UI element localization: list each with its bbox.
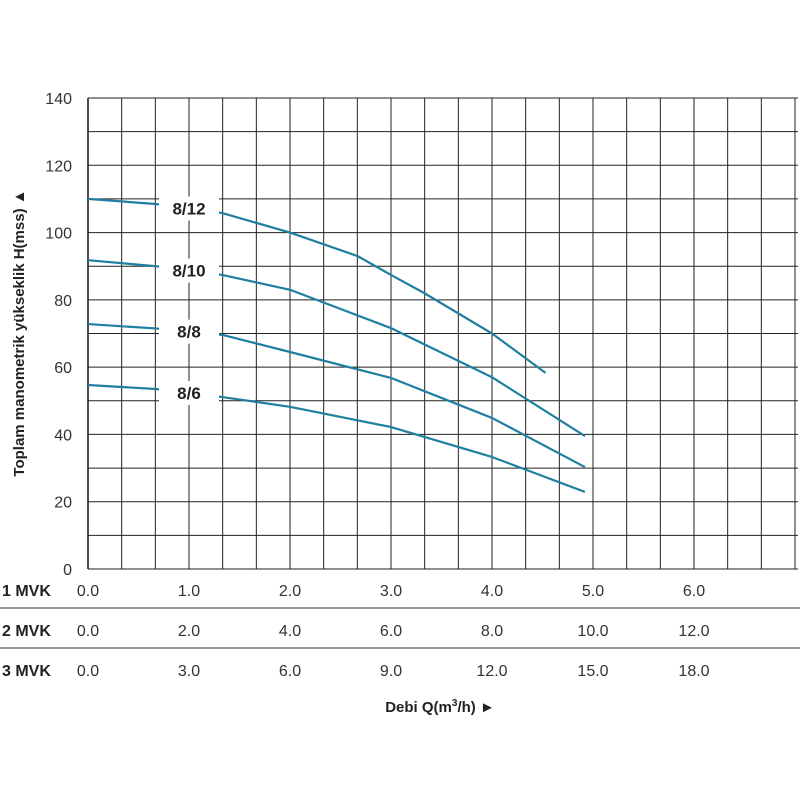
y-tick-label: 120 [45, 158, 72, 175]
series-label: 8/12 [172, 200, 205, 219]
x-axis-name: 2 MVK [2, 623, 51, 640]
x-tick-label: 3.0 [380, 583, 402, 600]
series-label: 8/10 [172, 262, 205, 281]
x-tick-label: 0.0 [77, 623, 99, 640]
x-axis-name: 3 MVK [2, 663, 51, 680]
y-tick-label: 60 [54, 360, 72, 377]
series-line [87, 197, 547, 374]
x-tick-label: 12.0 [678, 623, 709, 640]
x-tick-label: 8.0 [481, 623, 503, 640]
series-label-bg [159, 319, 219, 344]
series-label: 8/6 [177, 384, 201, 403]
y-tick-label: 80 [54, 293, 72, 310]
x-tick-label: 10.0 [577, 623, 608, 640]
y-tick-label: 0 [63, 562, 72, 579]
series-line [87, 259, 586, 438]
x-tick-label: 9.0 [380, 663, 402, 680]
x-tick-label: 6.0 [380, 623, 402, 640]
y-tick-label: 140 [45, 91, 72, 108]
x-tick-label: 3.0 [178, 663, 200, 680]
x-tick-label: 0.0 [77, 583, 99, 600]
y-axis-label: Toplam manometrik yükseklik H(mss) ▲ [11, 189, 28, 476]
x-tick-label: 2.0 [279, 583, 301, 600]
x-axes: 1 MVK 0.0 1.0 2.0 3.0 4.0 5.0 6.0 2 MVK 0.0 2.0 4.0… [0, 583, 800, 680]
x-tick-label: 6.0 [279, 663, 301, 680]
x-tick-label: 18.0 [678, 663, 709, 680]
series-group: 8/12 8/10 8/8 8/6 [87, 196, 586, 493]
y-tick-label: 100 [45, 226, 72, 243]
x-tick-label: 12.0 [476, 663, 507, 680]
y-tick-label: 20 [54, 495, 72, 512]
series-label-bg [159, 258, 219, 283]
series-line [87, 322, 586, 469]
x-tick-label: 15.0 [577, 663, 608, 680]
x-tick-label: 6.0 [683, 583, 705, 600]
x-tick-label: 4.0 [279, 623, 301, 640]
x-tick-label: 5.0 [582, 583, 604, 600]
series-label-bg [159, 196, 219, 221]
y-tick-labels: 0 20 40 60 80 100 120 140 [45, 91, 72, 579]
series-label-bg [159, 381, 219, 406]
x-axis-name: 1 MVK [2, 583, 51, 600]
x-tick-label: 0.0 [77, 663, 99, 680]
x-tick-label: 4.0 [481, 583, 503, 600]
series-label: 8/8 [177, 323, 201, 342]
series-line [87, 383, 586, 493]
y-tick-label: 40 [54, 427, 72, 444]
x-tick-label: 2.0 [178, 623, 200, 640]
x-tick-label: 1.0 [178, 583, 200, 600]
x-axis-label: Debi Q(m3/h) ► [385, 698, 495, 716]
